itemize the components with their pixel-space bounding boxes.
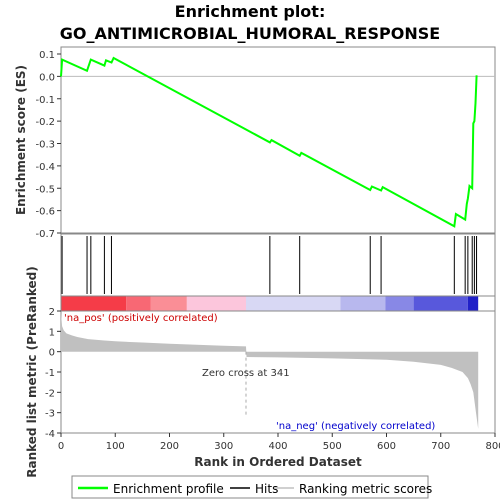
color-bar-segment [340,296,385,311]
legend-label-metric: Ranking metric scores [299,482,432,496]
chart-title-line1: Enrichment plot: [175,2,326,21]
color-bar-segment [126,296,150,311]
es-y-tick-label: -0.3 [35,140,55,151]
color-bar-segment [385,296,413,311]
metric-y-tick-label: -3 [45,409,55,420]
es-y-tick-label: -0.6 [35,207,55,218]
legend-label-es: Enrichment profile [113,482,224,496]
x-tick-label: 400 [268,441,287,452]
x-axis-label: Rank in Ordered Dataset [194,455,362,469]
legend-label-hits: Hits [255,482,278,496]
zero-cross-label: Zero cross at 341 [202,368,290,379]
color-bar-segment [468,296,478,311]
color-bar-segment [151,296,187,311]
es-y-tick-label: -0.5 [35,184,55,195]
color-bar-segment [414,296,468,311]
es-y-tick-label: -0.7 [35,229,55,240]
es-y-axis-label: Enrichment score (ES) [14,65,28,215]
x-tick-label: 700 [431,441,450,452]
es-y-tick-label: -0.4 [35,162,55,173]
metric-y-axis-label: Ranked list metric (PreRanked) [25,266,39,478]
metric-y-tick-label: 0 [49,348,55,359]
hits-panel [61,234,495,296]
x-tick-label: 100 [106,441,125,452]
x-tick-label: 500 [323,441,342,452]
x-tick-label: 200 [160,441,179,452]
metric-y-tick-label: 1 [49,327,55,338]
es-y-tick-label: 0.0 [39,72,55,83]
es-panel [61,47,495,233]
color-bar-segment [246,296,340,311]
neg-correlated-label: 'na_neg' (negatively correlated) [276,421,435,432]
es-y-tick-label: 0.1 [39,50,55,61]
x-tick-label: 600 [377,441,396,452]
color-bar-segment [187,296,246,311]
x-tick-label: 0 [58,441,64,452]
pos-correlated-label: 'na_pos' (positively correlated) [64,313,218,324]
metric-y-tick-label: 2 [49,307,55,318]
x-tick-label: 800 [485,441,500,452]
metric-y-tick-label: -4 [45,429,55,440]
rank-color-bar [61,296,478,311]
metric-y-tick-label: -1 [45,368,55,379]
es-y-tick-label: -0.2 [35,117,55,128]
chart-title-line2: GO_ANTIMICROBIAL_HUMORAL_RESPONSE [60,24,440,43]
metric-y-tick-label: -2 [45,388,55,399]
es-y-tick-label: -0.1 [35,95,55,106]
color-bar-segment [61,296,126,311]
x-tick-label: 300 [214,441,233,452]
